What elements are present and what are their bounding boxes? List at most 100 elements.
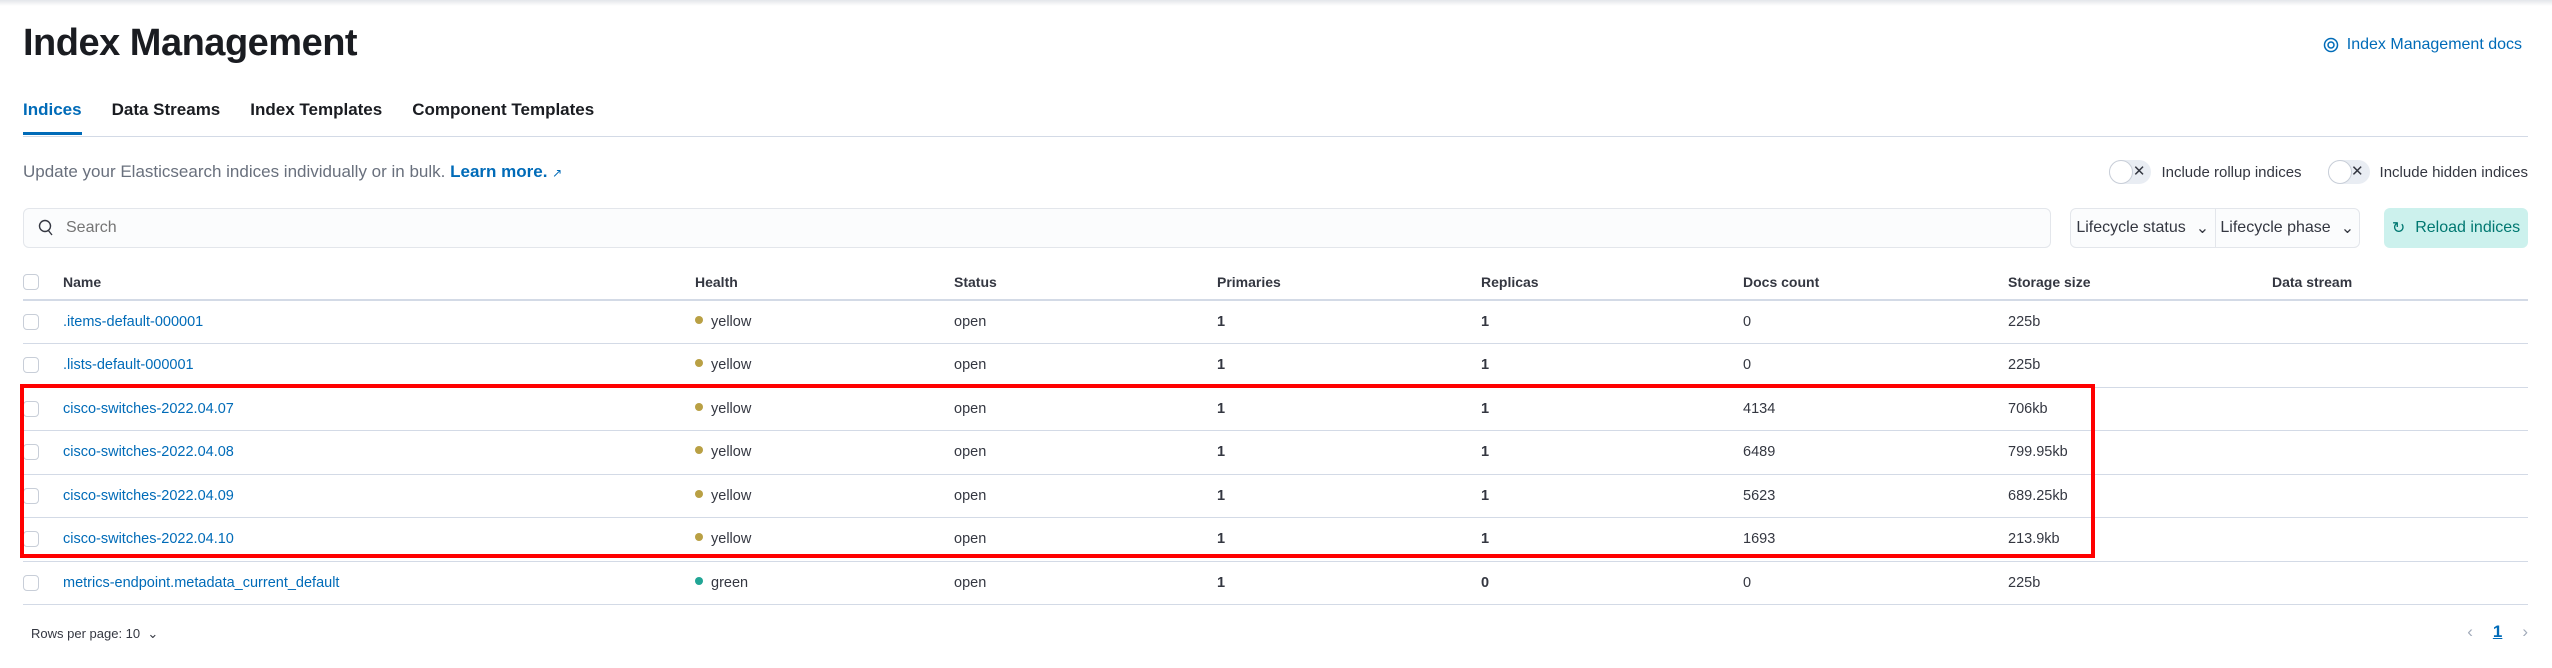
health-value: yellow <box>711 357 752 374</box>
docs-count-cell: 5623 <box>1743 474 2008 518</box>
data-stream-cell <box>2272 517 2528 562</box>
top-shadow <box>0 0 2552 6</box>
index-name-cell: cisco-switches-2022.04.07 <box>63 387 695 431</box>
column-header-data-stream[interactable]: Data stream <box>2272 264 2528 301</box>
primaries-cell: 1 <box>1217 387 1481 431</box>
select-all-cell <box>23 264 63 301</box>
storage-size-cell: 706kb <box>2008 387 2272 431</box>
health-dot-icon <box>695 359 703 368</box>
reload-indices-button[interactable]: ↻ Reload indices <box>2384 208 2528 248</box>
chevron-down-icon: ⌄ <box>143 626 159 641</box>
health-cell: green <box>695 561 954 605</box>
row-checkbox[interactable] <box>23 574 39 591</box>
lifecycle-status-filter[interactable]: Lifecycle status ⌄ <box>2071 209 2215 247</box>
rollup-switch[interactable]: ✕ <box>2109 160 2152 184</box>
health-cell: yellow <box>695 343 954 388</box>
data-stream-cell <box>2272 561 2528 605</box>
table-row: cisco-switches-2022.04.08 yellow open 1 1 648… <box>23 430 2528 475</box>
replicas-cell: 1 <box>1481 430 1743 475</box>
row-select-cell <box>23 430 63 475</box>
data-stream-cell <box>2272 343 2528 388</box>
status-cell: open <box>954 300 1217 344</box>
index-name-link[interactable]: cisco-switches-2022.04.09 <box>63 487 234 504</box>
table-row: cisco-switches-2022.04.07 yellow open 1 1 413… <box>23 387 2528 431</box>
tab-indices[interactable]: Indices <box>23 100 82 135</box>
learn-more-link[interactable]: Learn more. <box>450 162 548 181</box>
cross-icon: ✕ <box>2350 163 2364 180</box>
index-name-link[interactable]: cisco-switches-2022.04.07 <box>63 400 234 417</box>
primaries-cell: 1 <box>1217 430 1481 475</box>
row-checkbox[interactable] <box>23 357 39 374</box>
docs-count-cell: 0 <box>1743 561 2008 605</box>
rows-per-page-selector[interactable]: Rows per page: 10 ⌄ <box>31 626 158 642</box>
select-all-checkbox[interactable] <box>23 274 39 291</box>
search-box[interactable] <box>23 208 2051 248</box>
cross-icon: ✕ <box>2132 163 2146 180</box>
health-value: yellow <box>711 487 752 504</box>
hidden-switch[interactable]: ✕ <box>2327 160 2370 184</box>
pagination: ‹ 1 › <box>2467 622 2528 642</box>
column-header-health[interactable]: Health <box>695 264 954 301</box>
next-page-icon[interactable]: › <box>2522 622 2528 641</box>
lifecycle-status-label: Lifecycle status <box>2076 219 2186 236</box>
index-name-link[interactable]: .lists-default-000001 <box>63 357 194 374</box>
row-select-cell <box>23 474 63 518</box>
row-select-cell <box>23 300 63 344</box>
column-header-docs-count[interactable]: Docs count <box>1743 264 2008 301</box>
storage-size-cell: 689.25kb <box>2008 474 2272 518</box>
storage-size-cell: 225b <box>2008 561 2272 605</box>
row-checkbox[interactable] <box>23 314 39 331</box>
replicas-cell: 1 <box>1481 474 1743 518</box>
index-name-link[interactable]: cisco-switches-2022.04.08 <box>63 444 234 461</box>
table-row: .lists-default-000001 yellow open 1 1 0 225b <box>23 343 2528 388</box>
health-cell: yellow <box>695 430 954 475</box>
search-input[interactable] <box>66 219 1966 237</box>
column-header-replicas[interactable]: Replicas <box>1481 264 1743 301</box>
status-cell: open <box>954 474 1217 518</box>
docs-link-label: Index Management docs <box>2346 36 2522 53</box>
storage-size-cell: 799.95kb <box>2008 430 2272 475</box>
index-name-link[interactable]: .items-default-000001 <box>63 314 204 330</box>
hidden-toggle-label: Include hidden indices <box>2379 163 2528 181</box>
column-header-primaries[interactable]: Primaries <box>1217 264 1481 301</box>
status-cell: open <box>954 343 1217 388</box>
description: Update your Elasticsearch indices indivi… <box>23 162 562 182</box>
tab-data-streams[interactable]: Data Streams <box>111 100 221 119</box>
help-lifebuoy-icon <box>2323 37 2339 53</box>
health-dot-icon <box>695 446 703 455</box>
docs-count-cell: 0 <box>1743 300 2008 344</box>
chevron-down-icon: ⌄ <box>2340 220 2355 237</box>
storage-size-cell: 225b <box>2008 343 2272 388</box>
page-1-button[interactable]: 1 <box>2492 622 2503 641</box>
index-name-cell: .items-default-000001 <box>63 300 695 344</box>
rollup-toggle[interactable]: ✕ Include rollup indices <box>2109 160 2302 184</box>
status-cell: open <box>954 430 1217 475</box>
previous-page-icon[interactable]: ‹ <box>2467 622 2473 641</box>
lifecycle-filters: Lifecycle status ⌄ Lifecycle phase ⌄ <box>2070 208 2360 248</box>
hidden-toggle[interactable]: ✕ Include hidden indices <box>2327 160 2528 184</box>
tab-index-templates[interactable]: Index Templates <box>250 100 383 119</box>
row-select-cell <box>23 561 63 605</box>
index-name-link[interactable]: metrics-endpoint.metadata_current_defaul… <box>63 574 340 591</box>
health-value: green <box>711 574 749 591</box>
replicas-cell: 1 <box>1481 387 1743 431</box>
tab-component-templates[interactable]: Component Templates <box>412 100 595 119</box>
table-row: cisco-switches-2022.04.09 yellow open 1 1 562… <box>23 474 2528 518</box>
index-name-cell: .lists-default-000001 <box>63 343 695 388</box>
table-row: metrics-endpoint.metadata_current_defaul… <box>23 561 2528 605</box>
docs-count-cell: 0 <box>1743 343 2008 388</box>
health-value: yellow <box>711 444 752 461</box>
column-header-name[interactable]: Name <box>63 264 695 301</box>
storage-size-cell: 225b <box>2008 300 2272 344</box>
data-stream-cell <box>2272 430 2528 475</box>
chevron-down-icon: ⌄ <box>2195 220 2210 237</box>
index-name-link[interactable]: cisco-switches-2022.04.10 <box>63 531 234 548</box>
column-header-storage-size[interactable]: Storage size <box>2008 264 2272 301</box>
lifecycle-phase-filter[interactable]: Lifecycle phase ⌄ <box>2214 209 2360 247</box>
docs-link[interactable]: Index Management docs <box>2323 36 2522 54</box>
health-dot-icon <box>695 402 703 411</box>
index-name-cell: metrics-endpoint.metadata_current_defaul… <box>63 561 695 605</box>
toggle-group: ✕ Include rollup indices ✕ Include hidde… <box>2109 160 2528 184</box>
docs-count-cell: 4134 <box>1743 387 2008 431</box>
column-header-status[interactable]: Status <box>954 264 1217 301</box>
